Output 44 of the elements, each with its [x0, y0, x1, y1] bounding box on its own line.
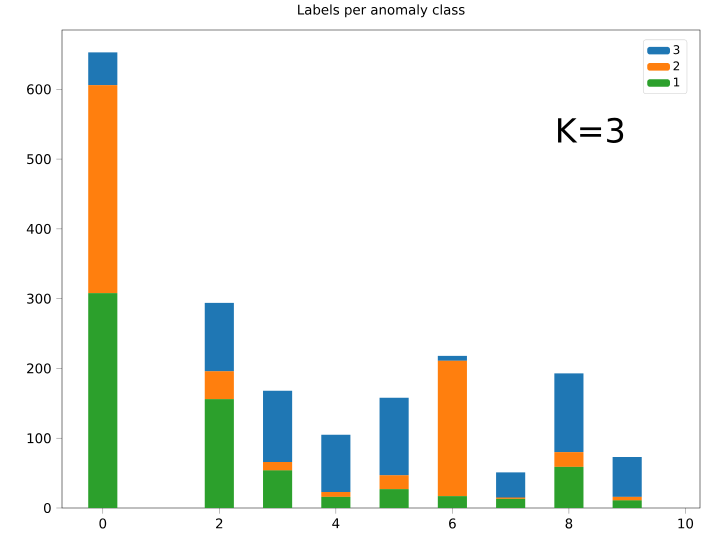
bar: [321, 434, 350, 492]
bar: [380, 489, 409, 508]
legend-label: 1: [674, 78, 680, 86]
bar: [321, 496, 350, 508]
bar: [380, 398, 409, 476]
bar: [204, 399, 234, 508]
y-tick-label: 0: [44, 502, 51, 514]
bar: [438, 360, 467, 496]
legend-label: 3: [674, 45, 680, 54]
bar: [496, 472, 526, 498]
bar: [438, 496, 467, 508]
bar: [612, 457, 642, 497]
y-tick-label: 500: [27, 154, 51, 164]
bar: [496, 498, 526, 508]
bar: [380, 475, 409, 490]
bar: [554, 466, 584, 508]
x-tick-label: 6: [449, 518, 456, 528]
bar: [263, 470, 292, 508]
bar: [204, 302, 234, 372]
x-tick-label: 0: [99, 518, 106, 528]
x-tick-label: 2: [216, 518, 222, 528]
y-tick-label: 400: [26, 224, 51, 234]
bar: [204, 371, 234, 400]
bar: [88, 85, 118, 294]
y-tick-label: 300: [27, 294, 51, 304]
y-tick-label: 200: [27, 363, 51, 374]
bar: [438, 356, 467, 361]
x-tick-label: 8: [566, 518, 572, 528]
bar: [612, 496, 642, 500]
bar: [554, 373, 584, 452]
annotation: K=3: [558, 118, 624, 143]
y-tick-label: 100: [28, 433, 51, 444]
y-tick-label: 600: [27, 84, 51, 94]
bar: [263, 390, 292, 462]
legend-label: 2: [674, 61, 680, 70]
x-tick-label: 4: [332, 518, 340, 528]
bar: [554, 452, 584, 467]
bar: [321, 492, 350, 497]
bar: [88, 52, 118, 86]
bar: [263, 462, 292, 470]
x-tick-label: 10: [678, 518, 694, 528]
chart-title: Labels per anomaly class: [298, 4, 465, 18]
bar: [88, 293, 118, 508]
bar: [612, 500, 642, 508]
